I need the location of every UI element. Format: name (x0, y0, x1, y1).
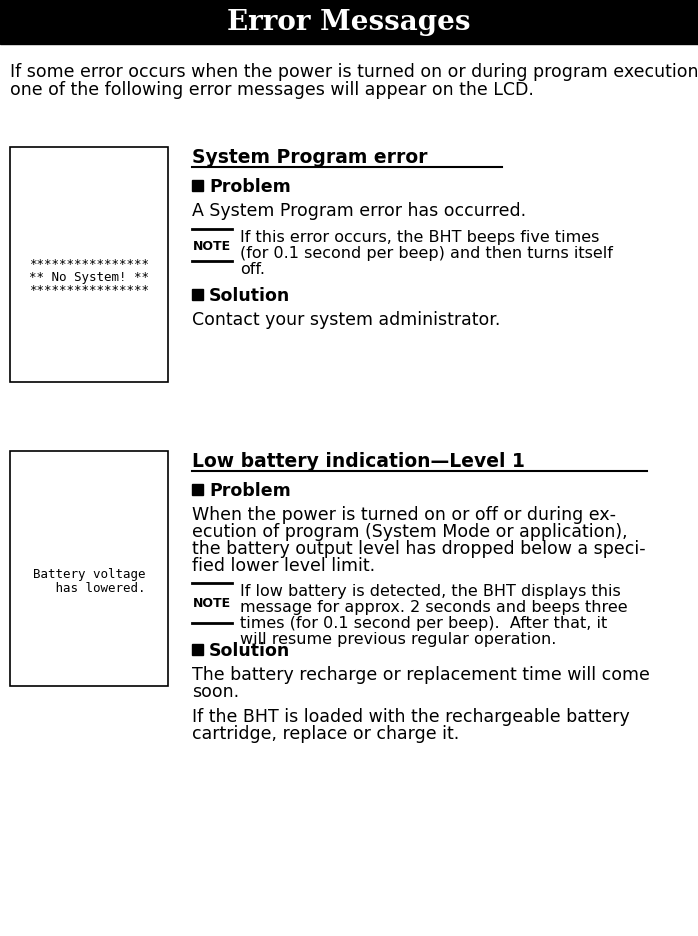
Text: Low battery indication—Level 1: Low battery indication—Level 1 (192, 451, 525, 471)
Bar (0, 0, 698, 45)
Text: A System Program error has occurred.: A System Program error has occurred. (192, 202, 526, 220)
Bar (192, 181, 203, 192)
Text: cartridge, replace or charge it.: cartridge, replace or charge it. (192, 724, 459, 742)
Bar (10, 148, 168, 383)
Text: soon.: soon. (192, 682, 239, 700)
Text: Problem: Problem (209, 481, 291, 500)
Text: one of the following error messages will appear on the LCD.: one of the following error messages will… (10, 80, 534, 99)
Text: message for approx. 2 seconds and beeps three: message for approx. 2 seconds and beeps … (240, 599, 628, 614)
Text: If low battery is detected, the BHT displays this: If low battery is detected, the BHT disp… (240, 583, 621, 598)
Text: ecution of program (System Mode or application),: ecution of program (System Mode or appli… (192, 522, 628, 540)
Text: The battery recharge or replacement time will come: The battery recharge or replacement time… (192, 665, 650, 683)
Text: Solution: Solution (209, 641, 290, 659)
Text: Problem: Problem (209, 178, 291, 196)
Text: NOTE: NOTE (193, 597, 231, 610)
Text: System Program error: System Program error (192, 148, 427, 167)
Text: (for 0.1 second per beep) and then turns itself: (for 0.1 second per beep) and then turns… (240, 246, 613, 261)
Text: If some error occurs when the power is turned on or during program execution,: If some error occurs when the power is t… (10, 63, 698, 80)
Bar (192, 485, 203, 495)
Text: Error Messages: Error Messages (228, 9, 470, 36)
Text: times (for 0.1 second per beep).  After that, it: times (for 0.1 second per beep). After t… (240, 615, 607, 630)
Text: Battery voltage: Battery voltage (33, 567, 145, 580)
Text: the battery output level has dropped below a speci-: the battery output level has dropped bel… (192, 539, 646, 558)
Text: If the BHT is loaded with the rechargeable battery: If the BHT is loaded with the rechargeab… (192, 708, 630, 725)
Bar (192, 289, 203, 300)
Text: NOTE: NOTE (193, 240, 231, 252)
Text: fied lower level limit.: fied lower level limit. (192, 556, 375, 575)
Text: Solution: Solution (209, 286, 290, 305)
Text: When the power is turned on or off or during ex-: When the power is turned on or off or du… (192, 505, 616, 523)
Text: ****************: **************** (29, 284, 149, 297)
Text: ** No System! **: ** No System! ** (29, 271, 149, 284)
Text: has lowered.: has lowered. (33, 581, 145, 594)
Text: If this error occurs, the BHT beeps five times: If this error occurs, the BHT beeps five… (240, 229, 600, 244)
Text: ****************: **************** (29, 257, 149, 271)
Text: Contact your system administrator.: Contact your system administrator. (192, 311, 500, 329)
Text: off.: off. (240, 262, 265, 277)
Bar (192, 644, 203, 655)
Text: will resume previous regular operation.: will resume previous regular operation. (240, 631, 556, 647)
Bar (10, 451, 168, 686)
